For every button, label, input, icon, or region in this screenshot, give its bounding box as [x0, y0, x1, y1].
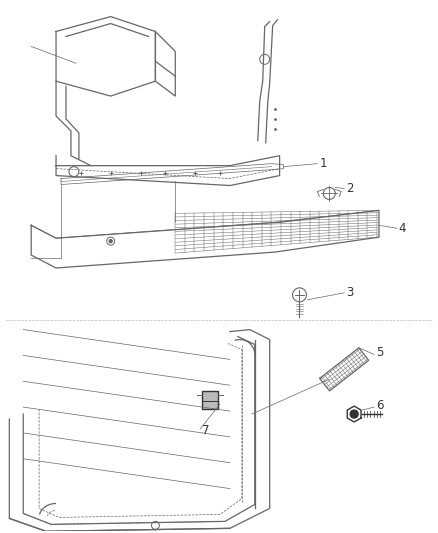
- Text: 3: 3: [346, 286, 353, 300]
- Text: 4: 4: [399, 222, 406, 235]
- Circle shape: [109, 240, 112, 243]
- Text: 5: 5: [376, 346, 383, 359]
- Text: 1: 1: [319, 157, 327, 170]
- Text: 2: 2: [346, 182, 354, 195]
- Text: 6: 6: [376, 399, 384, 411]
- Circle shape: [350, 410, 358, 418]
- Text: 7: 7: [202, 424, 210, 438]
- FancyBboxPatch shape: [202, 391, 218, 409]
